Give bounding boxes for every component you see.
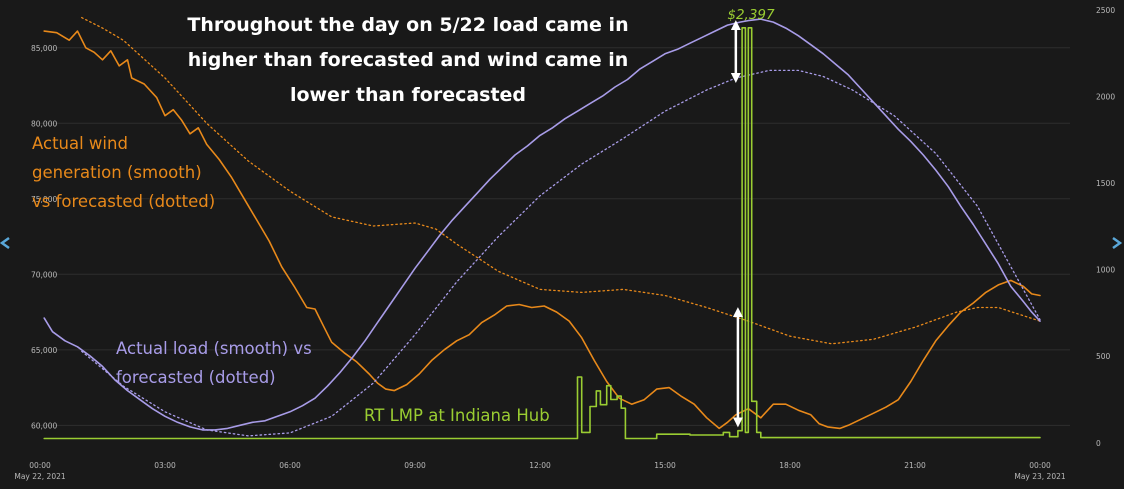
title-line-2: higher than forecasted and wind came in <box>188 49 629 71</box>
y-left-tick-label: 60,000 <box>31 421 57 430</box>
load-annotation: Actual load (smooth) vs forecasted (dott… <box>116 339 312 387</box>
wind-annotation: Actual wind generation (smooth) vs forec… <box>32 134 215 211</box>
load-annotation-line-2: forecasted (dotted) <box>116 368 276 387</box>
x-tick-sublabel: May 23, 2021 <box>1014 472 1066 481</box>
lmp-annotation: RT LMP at Indiana Hub <box>364 406 550 425</box>
y-left-tick-label: 85,000 <box>31 44 57 53</box>
y-right-tick-label: 0 <box>1096 439 1101 448</box>
lmp-peak-label: $2,397 <box>727 7 775 23</box>
scroll-right-arrow-icon[interactable] <box>1112 236 1123 250</box>
x-tick-label: 06:00 <box>279 461 301 470</box>
series-group <box>43 16 1041 440</box>
title-line-3: lower than forecasted <box>290 84 526 106</box>
series-actual-wind-generation <box>43 30 1041 430</box>
series-actual-load <box>43 18 1041 431</box>
gridlines <box>36 47 1070 426</box>
x-tick-label: 12:00 <box>529 461 551 470</box>
y-left-tick-label: 75,000 <box>31 195 57 204</box>
y-right-tick-label: 500 <box>1096 352 1111 361</box>
y-right-tick-label: 2500 <box>1096 6 1115 15</box>
x-tick-sublabel: May 22, 2021 <box>14 472 66 481</box>
wind-annotation-line-3: vs forecasted (dotted) <box>32 192 215 211</box>
y-left-tick-label: 65,000 <box>31 346 57 355</box>
y-right-tick-label: 1000 <box>1096 266 1115 275</box>
x-tick-label: 18:00 <box>779 461 801 470</box>
wind-annotation-line-1: Actual wind <box>32 134 128 153</box>
y-left-tick-label: 70,000 <box>31 270 57 279</box>
x-tick-label: 00:00 <box>1029 461 1051 470</box>
x-tick-label: 21:00 <box>904 461 926 470</box>
scroll-left-arrow-icon[interactable] <box>0 236 10 250</box>
annotation-arrows <box>730 20 743 428</box>
series-rt-lmp-at-indiana-hub <box>43 27 1041 440</box>
y-right-tick-label: 2000 <box>1096 93 1115 102</box>
axis-ticks: 60,000 65,000 70,000 75,000 80,000 85,000 0 500… <box>14 6 1115 481</box>
y-left-tick-label: 80,000 <box>31 119 57 128</box>
series-forecasted-load <box>81 69 1041 437</box>
title-line-1: Throughout the day on 5/22 load came in <box>187 14 628 36</box>
x-tick-label: 00:00 <box>29 461 51 470</box>
wind-annotation-line-2: generation (smooth) <box>32 163 202 182</box>
x-tick-label: 09:00 <box>404 461 426 470</box>
chart-title: Throughout the day on 5/22 load came in … <box>187 14 628 106</box>
series-forecasted-wind-generation <box>81 16 1041 345</box>
y-right-tick-label: 1500 <box>1096 179 1115 188</box>
x-tick-label: 15:00 <box>654 461 676 470</box>
x-tick-label: 03:00 <box>154 461 176 470</box>
load-annotation-line-1: Actual load (smooth) vs <box>116 339 312 358</box>
